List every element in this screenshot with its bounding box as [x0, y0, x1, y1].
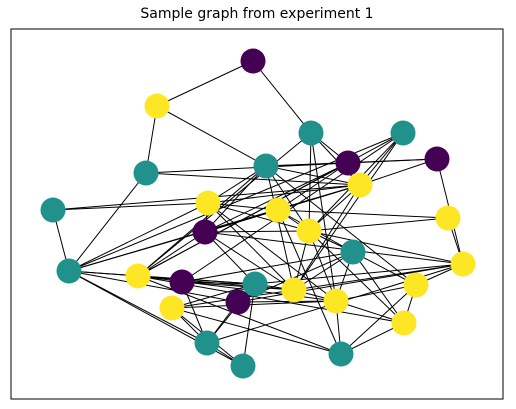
graph-edge [265, 165, 310, 232]
graph-edge [310, 132, 337, 302]
graph-edge [171, 283, 256, 309]
graph-edge [308, 217, 449, 232]
graph-edge [181, 132, 404, 283]
graph-node-teal [298, 120, 324, 146]
graph-node-yellow [450, 251, 476, 277]
graph-edge [340, 284, 417, 355]
graph-node-teal [133, 160, 159, 186]
graph-edge [277, 209, 449, 219]
graph-edge [265, 165, 295, 291]
graph-node-teal [328, 341, 354, 367]
graph-edge [68, 270, 239, 303]
node-layer [40, 48, 476, 379]
graph-node-yellow [403, 272, 429, 298]
graph-edge [293, 132, 404, 291]
graph-node-yellow [281, 277, 307, 303]
graph-edge [207, 202, 310, 232]
graph-edge [204, 230, 310, 233]
graph-edge [204, 231, 295, 291]
graph-edge [237, 263, 464, 303]
graph-edge [68, 202, 209, 272]
graph-node-purple [424, 146, 450, 172]
graph-edge [207, 202, 295, 291]
graph-edge [68, 209, 279, 272]
graph-node-yellow [265, 197, 291, 223]
graph-node-yellow [323, 288, 349, 314]
graph-node-teal [242, 271, 268, 297]
graph-edge [181, 251, 354, 283]
graph-node-yellow [296, 218, 322, 244]
graph-node-yellow [435, 205, 461, 231]
graph-edge [171, 300, 337, 309]
graph-node-purple [169, 269, 195, 295]
graph-edge [352, 251, 405, 324]
graph-edge [242, 283, 256, 367]
graph-node-yellow [391, 310, 417, 336]
graph-edge [293, 263, 464, 291]
graph-edge [335, 284, 417, 302]
graph-node-purple [225, 289, 251, 315]
graph-edge [145, 172, 361, 186]
graph-edge [207, 202, 337, 302]
graph-node-yellow [144, 93, 170, 119]
graph-node-yellow [159, 295, 185, 321]
graph-edge [308, 230, 464, 265]
graph-edge [308, 230, 405, 324]
graph-edge [207, 184, 361, 204]
graph-node-teal [194, 330, 220, 356]
graph-edge [156, 60, 254, 107]
graph-node-yellow [125, 263, 151, 289]
graph-edge [52, 202, 209, 211]
graph-node-purple [240, 48, 266, 74]
graph-edge [204, 231, 464, 265]
graph-edge [265, 165, 417, 286]
figure-title: Sample graph from experiment 1 [140, 6, 374, 22]
graph-node-teal [56, 258, 82, 284]
graph-edge [252, 60, 312, 134]
graph-edge [277, 162, 349, 211]
graph-edge [204, 162, 349, 233]
graph-node-yellow [347, 172, 373, 198]
graph-node-purple [192, 219, 218, 245]
graph-node-teal [390, 120, 416, 146]
graph-node-teal [40, 197, 66, 223]
graph-edge [181, 281, 295, 291]
graph-edge [171, 307, 342, 355]
graph-edge [359, 158, 438, 186]
plot-frame [10, 28, 504, 400]
graph-edge [145, 162, 349, 174]
graph-node-yellow [195, 190, 221, 216]
graph-edge [308, 230, 337, 302]
graph-edge [237, 300, 337, 303]
graph-edge [277, 209, 342, 355]
graph-edge [156, 105, 267, 167]
graph-node-teal [230, 353, 256, 379]
graph-node-purple [335, 150, 361, 176]
graph-edge [137, 231, 206, 277]
graph-edge [265, 165, 361, 186]
graph-node-teal [253, 153, 279, 179]
graph-edge [347, 158, 438, 164]
graph-edge [204, 165, 267, 233]
graph-edge [68, 172, 147, 272]
graph-node-teal [340, 239, 366, 265]
